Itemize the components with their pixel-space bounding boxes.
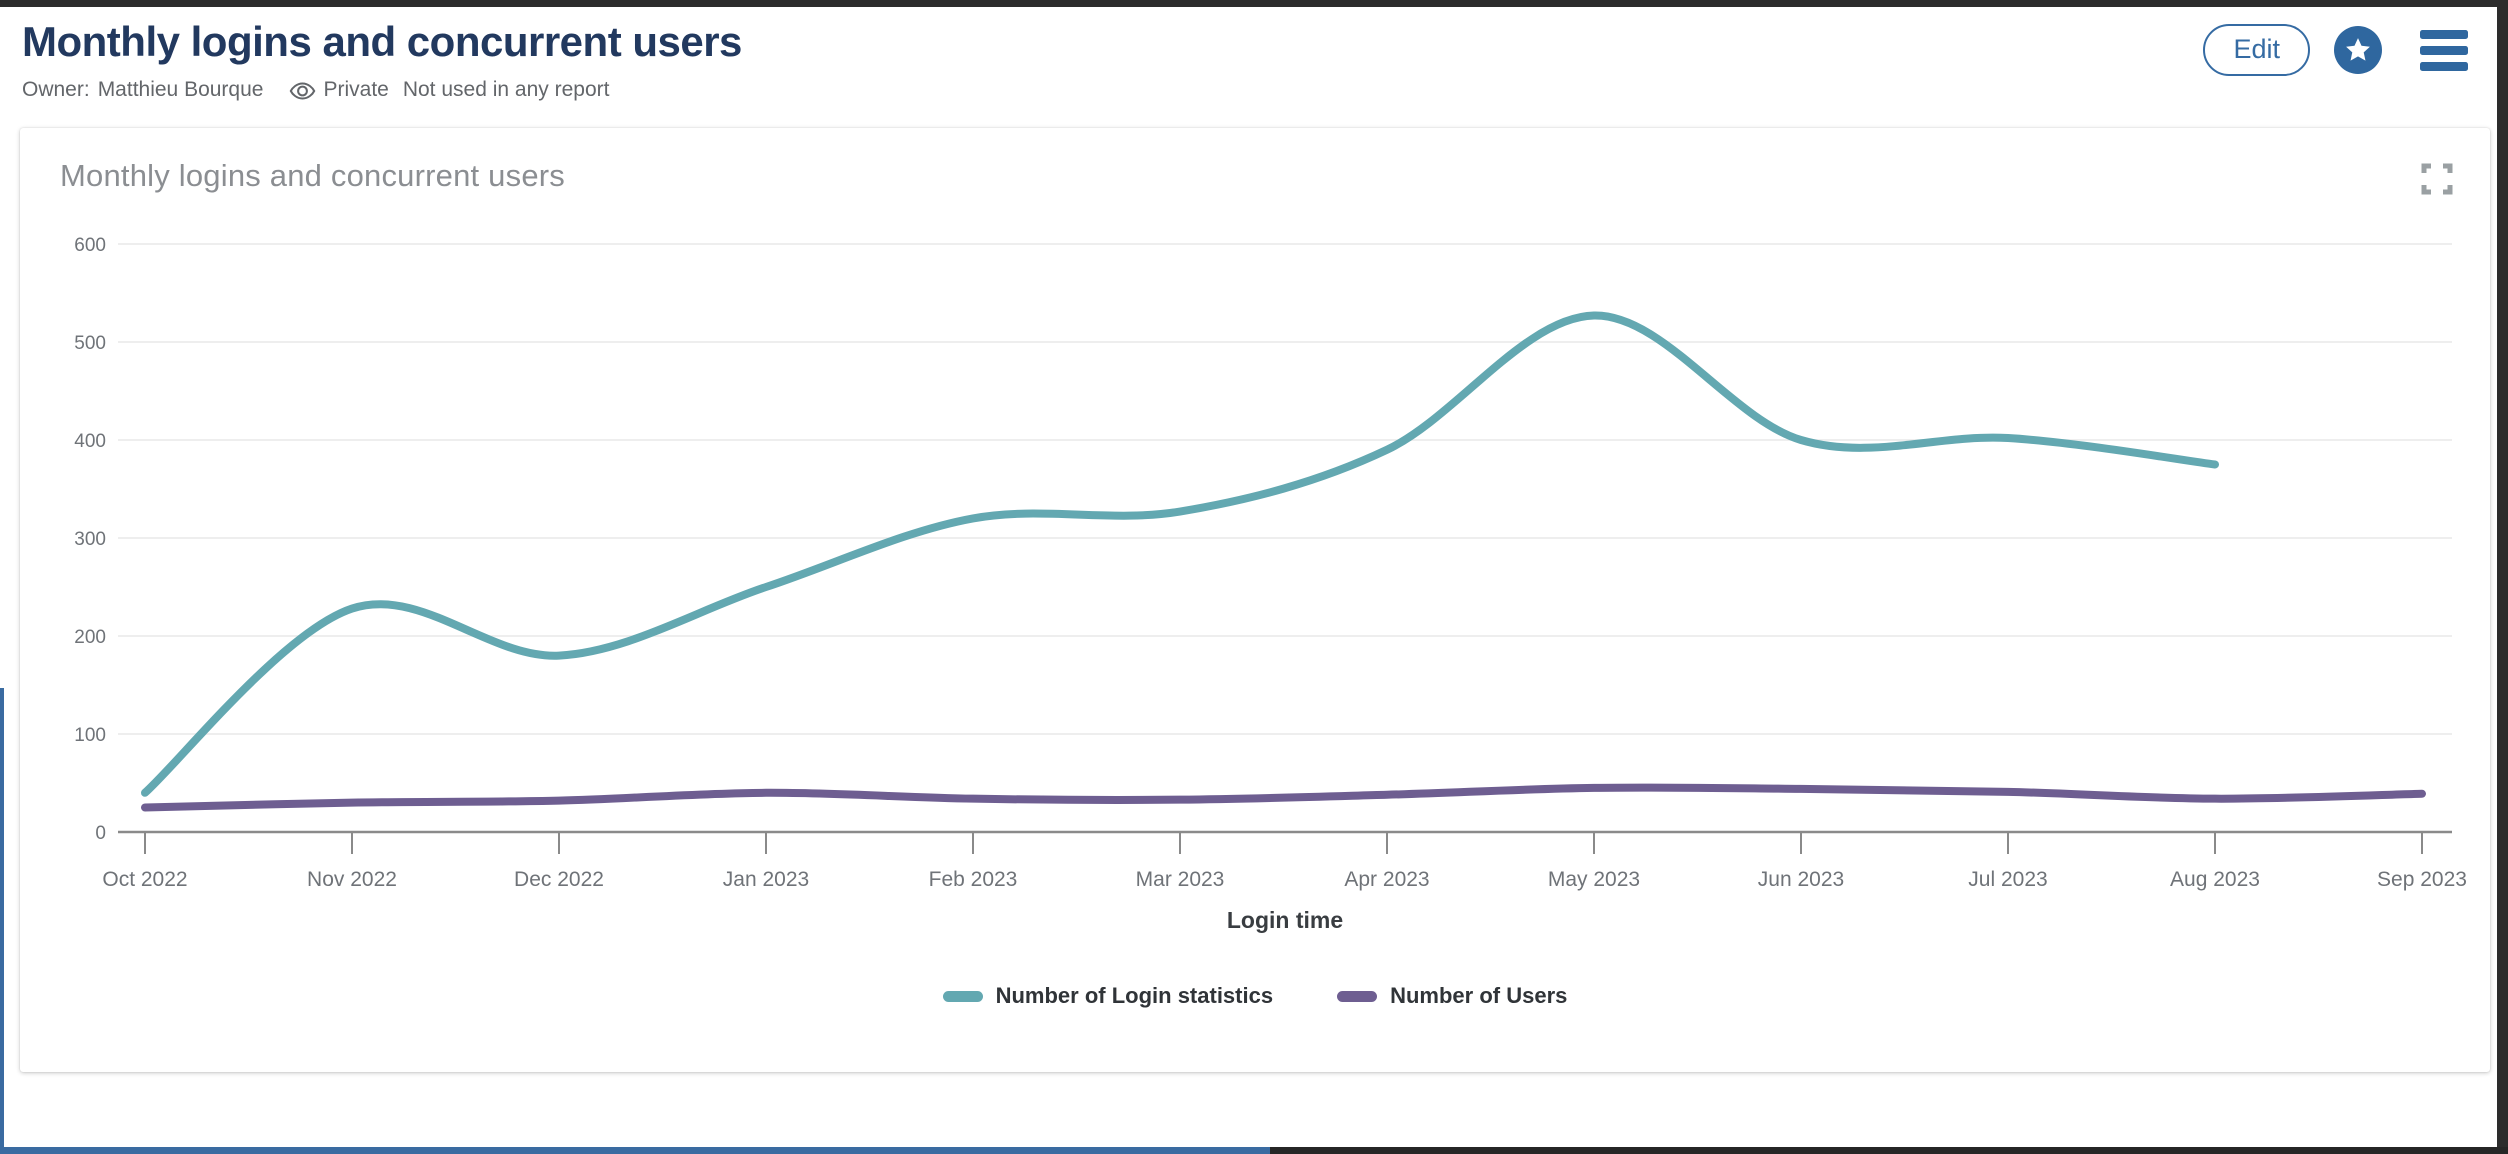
page-title: Monthly logins and concurrent users	[22, 18, 742, 65]
legend-label: Number of Login statistics	[995, 983, 1274, 1009]
legend-swatch	[1337, 990, 1378, 1002]
edit-button[interactable]: Edit	[2203, 24, 2310, 77]
window-edge-bottom	[0, 1147, 2508, 1154]
fullscreen-icon	[2421, 163, 2453, 195]
hamburger-icon	[2420, 29, 2468, 39]
svg-text:Dec 2022: Dec 2022	[514, 868, 604, 891]
svg-text:Jan 2023: Jan 2023	[723, 868, 809, 891]
star-icon	[2346, 38, 2370, 61]
chart-meta-row: Owner: Matthieu Bourque Private Not used…	[22, 78, 742, 102]
svg-text:Login time: Login time	[1227, 907, 1343, 933]
svg-text:600: 600	[74, 235, 106, 256]
svg-text:Jul 2023: Jul 2023	[1968, 868, 2047, 891]
svg-text:Apr 2023: Apr 2023	[1344, 868, 1429, 891]
window-edge-bottom-accent	[0, 1147, 1270, 1154]
page-header: Monthly logins and concurrent users Owne…	[0, 0, 2508, 102]
svg-text:500: 500	[74, 333, 106, 354]
usage-note: Not used in any report	[402, 78, 610, 102]
svg-text:200: 200	[74, 627, 106, 648]
legend-item[interactable]: Number of Users	[1337, 983, 1567, 1009]
eye-icon	[289, 80, 316, 102]
svg-text:100: 100	[74, 725, 106, 746]
chart-card: Monthly logins and concurrent users 0 100…	[20, 128, 2490, 1073]
legend-item[interactable]: Number of Login statistics	[942, 983, 1274, 1009]
line-chart-canvas: 0 100 200 300 400 500 600 Oct 2022 Nov 2022 Dec 2…	[74, 235, 2467, 933]
svg-text:0: 0	[95, 823, 106, 844]
visibility-label: Private	[323, 78, 389, 102]
favorite-button[interactable]	[2334, 26, 2382, 75]
legend-label: Number of Users	[1390, 983, 1568, 1009]
svg-text:300: 300	[74, 529, 106, 550]
window-edge-left-accent	[0, 688, 4, 1154]
svg-text:Nov 2022: Nov 2022	[307, 868, 397, 891]
svg-text:Mar 2023: Mar 2023	[1136, 868, 1225, 891]
svg-text:400: 400	[74, 431, 106, 452]
svg-text:Sep 2023: Sep 2023	[2377, 868, 2467, 891]
svg-text:May 2023: May 2023	[1548, 868, 1640, 891]
fullscreen-button[interactable]	[2416, 158, 2458, 203]
owner-label: Owner:	[22, 78, 90, 102]
svg-text:Aug 2023: Aug 2023	[2170, 868, 2260, 891]
menu-button[interactable]	[2416, 26, 2472, 75]
chart-legend: Number of Login statistics Number of User…	[20, 983, 2490, 1009]
svg-text:Feb 2023: Feb 2023	[929, 868, 1018, 891]
chart-card-title: Monthly logins and concurrent users	[60, 158, 565, 194]
window-edge-right	[2497, 0, 2508, 1154]
owner-name: Matthieu Bourque	[97, 78, 264, 102]
legend-swatch	[942, 990, 983, 1002]
svg-text:Jun 2023: Jun 2023	[1758, 868, 1844, 891]
svg-text:Oct 2022: Oct 2022	[102, 868, 187, 891]
header-actions: Edit	[2203, 18, 2472, 77]
